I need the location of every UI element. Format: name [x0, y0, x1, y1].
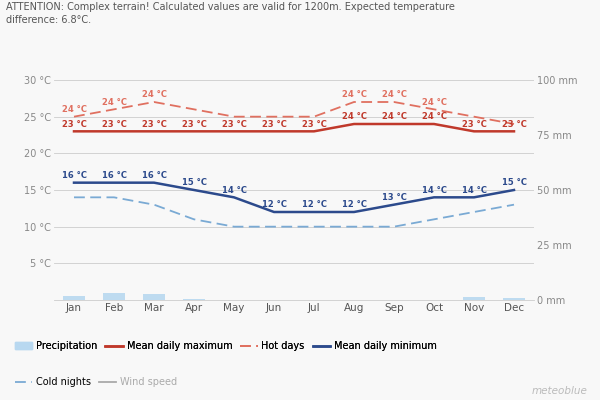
Text: 16 °C: 16 °C — [142, 171, 167, 180]
Text: 12 °C: 12 °C — [341, 200, 367, 210]
Text: 15 °C: 15 °C — [502, 178, 527, 188]
Legend: Cold nights, Wind speed: Cold nights, Wind speed — [11, 373, 181, 391]
Text: 24 °C: 24 °C — [382, 112, 407, 122]
Text: 23 °C: 23 °C — [502, 120, 526, 129]
Text: 24 °C: 24 °C — [341, 112, 367, 122]
Text: 14 °C: 14 °C — [221, 186, 247, 195]
Text: 12 °C: 12 °C — [302, 200, 326, 210]
Text: 16 °C: 16 °C — [101, 171, 127, 180]
Text: 23 °C: 23 °C — [302, 120, 326, 129]
Text: meteoblue: meteoblue — [532, 386, 588, 396]
Bar — [103, 293, 125, 300]
Text: 23 °C: 23 °C — [182, 120, 206, 129]
Text: 24 °C: 24 °C — [341, 90, 367, 100]
Text: 12 °C: 12 °C — [262, 200, 287, 210]
Text: 23 °C: 23 °C — [62, 120, 86, 129]
Text: 24 °C: 24 °C — [421, 98, 446, 107]
Bar — [463, 297, 485, 300]
Text: 24 °C: 24 °C — [142, 90, 167, 100]
Text: 24 °C: 24 °C — [382, 90, 407, 100]
Text: 23 °C: 23 °C — [262, 120, 286, 129]
Text: 16 °C: 16 °C — [62, 171, 86, 180]
Text: 23 °C: 23 °C — [221, 120, 247, 129]
Legend: Precipitation, Mean daily maximum, Hot days, Mean daily minimum: Precipitation, Mean daily maximum, Hot d… — [11, 337, 440, 355]
Text: 15 °C: 15 °C — [182, 178, 206, 188]
Text: 24 °C: 24 °C — [101, 98, 127, 107]
Text: 14 °C: 14 °C — [421, 186, 446, 195]
Bar — [143, 294, 165, 300]
Bar — [63, 296, 85, 300]
Text: 24 °C: 24 °C — [62, 105, 86, 114]
Text: 23 °C: 23 °C — [142, 120, 166, 129]
Text: ATTENTION: Complex terrain! Calculated values are valid for 1200m. Expected temp: ATTENTION: Complex terrain! Calculated v… — [6, 2, 455, 25]
Text: 14 °C: 14 °C — [461, 186, 487, 195]
Bar — [503, 298, 525, 300]
Bar — [183, 299, 205, 300]
Text: 23 °C: 23 °C — [461, 120, 487, 129]
Text: 13 °C: 13 °C — [382, 193, 406, 202]
Text: 23 °C: 23 °C — [101, 120, 127, 129]
Text: 24 °C: 24 °C — [421, 112, 446, 122]
